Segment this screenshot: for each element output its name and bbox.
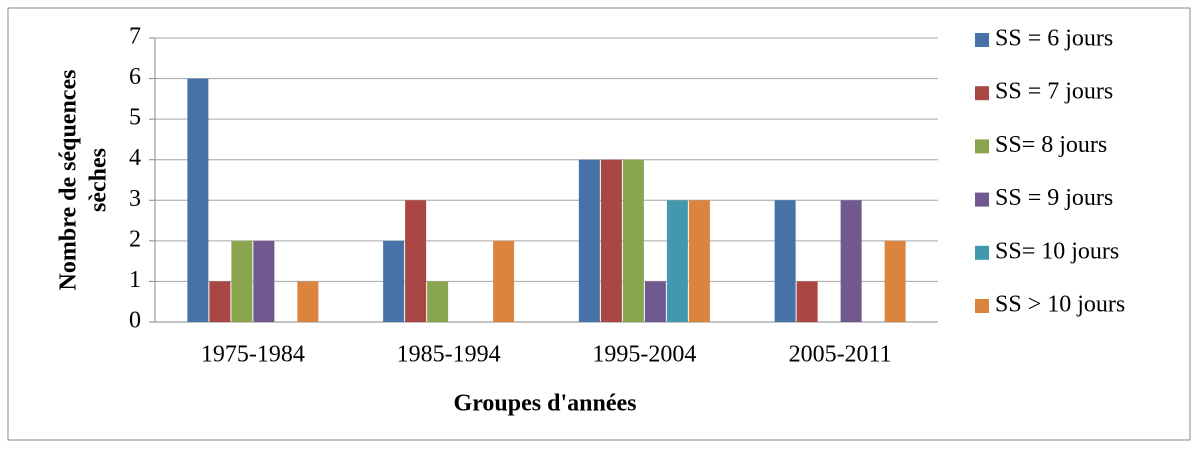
bar bbox=[644, 281, 666, 322]
y-tick-label: 2 bbox=[129, 226, 141, 252]
bar bbox=[578, 159, 600, 322]
bar bbox=[231, 240, 253, 322]
bar bbox=[840, 200, 862, 322]
y-axis-label-line: Nombre de séquences bbox=[56, 70, 82, 291]
legend-swatch bbox=[975, 86, 989, 101]
y-tick-label: 4 bbox=[129, 145, 141, 171]
legend-swatch bbox=[975, 33, 989, 47]
bar bbox=[796, 281, 818, 322]
bar bbox=[253, 240, 275, 322]
y-tick-label: 0 bbox=[129, 308, 141, 334]
bar bbox=[297, 281, 319, 322]
y-axis-label-line: sèches bbox=[86, 148, 112, 212]
y-axis-label: Nombre de séquences sèches bbox=[56, 70, 112, 291]
y-tick-label: 3 bbox=[129, 186, 141, 212]
legend-label: SS= 8 jours bbox=[995, 132, 1107, 158]
bar bbox=[622, 159, 644, 322]
legend-swatch bbox=[975, 245, 989, 260]
x-tick-label: 1975-1984 bbox=[201, 342, 305, 368]
legend-swatch bbox=[975, 139, 989, 154]
legend-label: SS = 6 jours bbox=[995, 26, 1113, 52]
legend-label: SS = 9 jours bbox=[995, 185, 1113, 211]
x-tick-label: 2005-2011 bbox=[789, 342, 892, 368]
legend-label: SS= 10 jours bbox=[995, 238, 1119, 264]
legend-label: SS > 10 jours bbox=[995, 292, 1125, 318]
x-tick-label: 1995-2004 bbox=[592, 342, 696, 368]
bar bbox=[493, 240, 515, 322]
y-tick-label: 1 bbox=[129, 267, 141, 293]
bar bbox=[884, 240, 906, 322]
legend-swatch bbox=[975, 299, 989, 313]
x-tick-label: 1985-1994 bbox=[397, 342, 501, 368]
bar bbox=[405, 200, 427, 322]
legend-swatch bbox=[975, 192, 989, 207]
bar bbox=[666, 200, 688, 322]
bar bbox=[774, 200, 796, 322]
bar bbox=[187, 78, 209, 322]
bar bbox=[688, 200, 710, 322]
x-axis-label: Groupes d'années bbox=[454, 391, 637, 417]
y-tick-label: 6 bbox=[129, 64, 141, 90]
bar bbox=[209, 281, 231, 322]
y-tick-label: 7 bbox=[129, 24, 141, 50]
legend-label: SS = 7 jours bbox=[995, 79, 1113, 105]
bar bbox=[600, 159, 622, 322]
y-tick-label: 5 bbox=[129, 105, 141, 131]
bar bbox=[427, 281, 449, 322]
bar bbox=[383, 240, 405, 322]
